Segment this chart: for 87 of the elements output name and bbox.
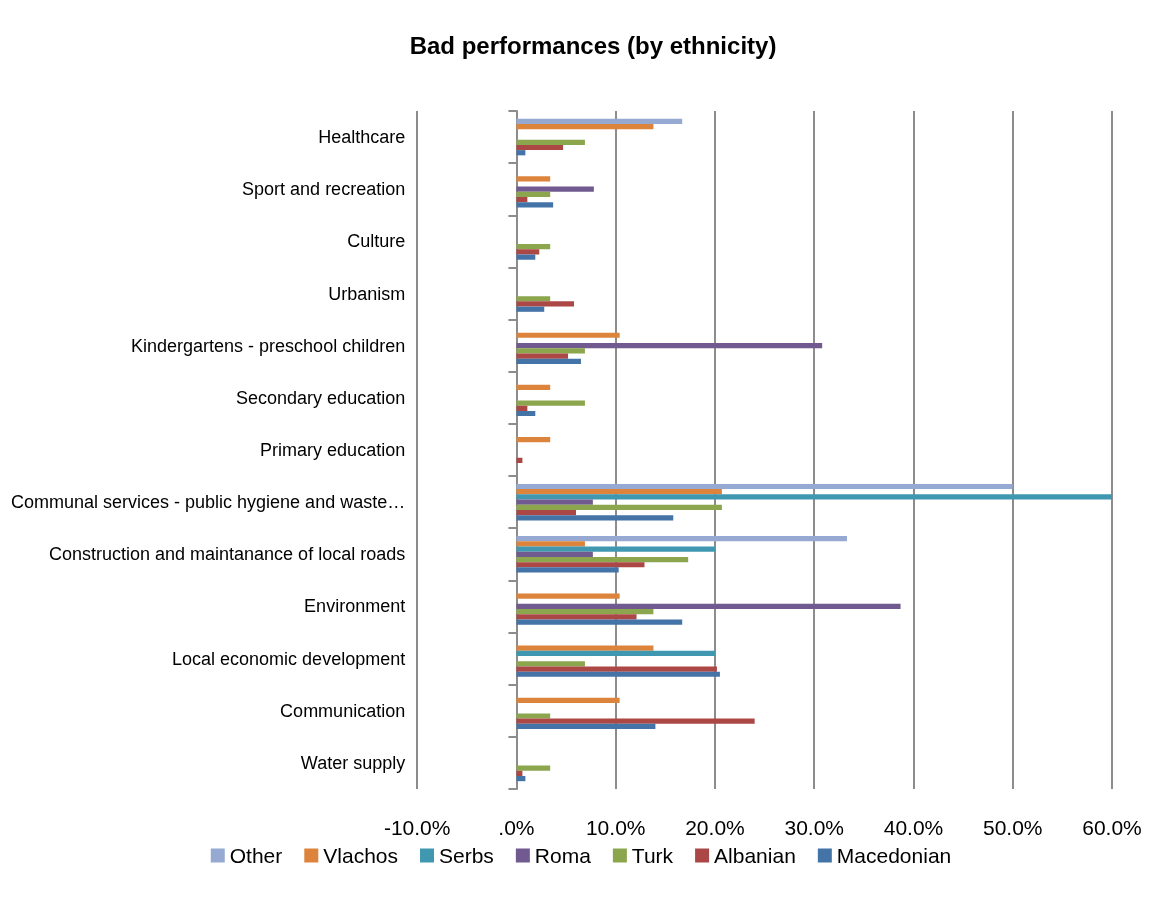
bar	[516, 144, 564, 151]
x-tick-label: 30.0%	[784, 816, 844, 839]
y-tick-label: Urbanism	[328, 283, 406, 304]
bar	[516, 384, 551, 391]
y-tick-label: Communal services - public hygiene and waste…	[10, 492, 406, 513]
bar	[516, 546, 715, 552]
bar	[516, 494, 1112, 500]
bar	[516, 504, 722, 510]
bar	[516, 400, 585, 406]
bar	[516, 176, 551, 182]
bar	[516, 118, 683, 125]
y-tick-label: Construction and maintanance of local roads	[48, 544, 406, 565]
bar	[516, 348, 585, 354]
bar	[516, 483, 1013, 490]
bar	[516, 603, 901, 610]
legend-label: Albanian	[714, 844, 796, 867]
bar	[516, 254, 536, 260]
bar	[516, 775, 526, 782]
x-tick-label: -10.0%	[383, 816, 451, 839]
y-tick-label: Communication	[280, 700, 406, 721]
bar	[516, 614, 637, 620]
bar	[516, 551, 593, 557]
bar	[516, 765, 551, 771]
bar	[516, 718, 755, 724]
bar	[516, 191, 551, 198]
bar	[516, 697, 620, 703]
y-tick-label: Secondary education	[236, 387, 406, 408]
bar	[516, 296, 551, 302]
bar	[516, 301, 575, 307]
bar	[516, 332, 620, 338]
bar	[516, 405, 528, 411]
bar	[516, 770, 523, 776]
bar	[516, 306, 545, 312]
y-tick-label: Culture	[347, 231, 406, 252]
bar	[516, 243, 551, 250]
bar	[516, 353, 569, 359]
bar	[516, 343, 823, 349]
x-tick-label: 20.0%	[685, 816, 745, 839]
bar	[516, 457, 523, 464]
bar	[516, 541, 585, 547]
bar	[516, 713, 551, 719]
bar	[516, 609, 654, 615]
bar	[516, 202, 554, 208]
bar	[516, 197, 528, 203]
y-tick-label: Kindergartens - preschool children	[131, 335, 406, 356]
chart-title: Bad performances (by ethnicity)	[409, 31, 777, 59]
x-tick-label: .0%	[498, 816, 535, 839]
bar	[516, 650, 715, 657]
legend-label: Macedonian	[836, 844, 952, 867]
legend-label: Turk	[631, 844, 674, 867]
bar	[516, 593, 620, 599]
bar	[516, 509, 576, 516]
bar	[516, 358, 581, 364]
bar	[516, 666, 717, 672]
bar	[516, 556, 689, 563]
x-tick-label: 40.0%	[883, 816, 944, 839]
y-tick-label: Primary education	[260, 440, 406, 460]
bar	[516, 139, 585, 145]
bar	[516, 515, 674, 521]
y-tick-label: Environment	[304, 596, 406, 617]
y-tick-label: Water supply	[300, 752, 406, 773]
bar	[516, 499, 593, 505]
x-tick-label: 10.0%	[585, 816, 646, 839]
bar	[516, 150, 526, 156]
bar	[516, 723, 656, 730]
bar	[516, 645, 654, 651]
bar	[516, 567, 619, 573]
legend-label: Roma	[534, 844, 592, 867]
bar	[516, 562, 645, 568]
bar	[516, 124, 654, 130]
y-tick-label: Local economic development	[172, 648, 406, 669]
bar	[516, 619, 683, 625]
bar	[516, 489, 722, 495]
legend-label: Serbs	[438, 844, 494, 867]
bar	[516, 249, 540, 255]
bar	[516, 661, 585, 667]
legend-label: Other	[229, 844, 283, 867]
x-tick-label: 50.0%	[982, 816, 1043, 839]
y-tick-label: Sport and recreation	[242, 179, 406, 200]
bar	[516, 536, 847, 542]
y-tick-label: Healthcare	[318, 127, 406, 148]
bar	[516, 436, 551, 443]
bar	[516, 186, 594, 192]
bar	[516, 410, 536, 417]
x-tick-label: 60.0%	[1082, 816, 1142, 839]
bar	[516, 671, 720, 677]
legend-label: Vlachos	[323, 844, 398, 867]
